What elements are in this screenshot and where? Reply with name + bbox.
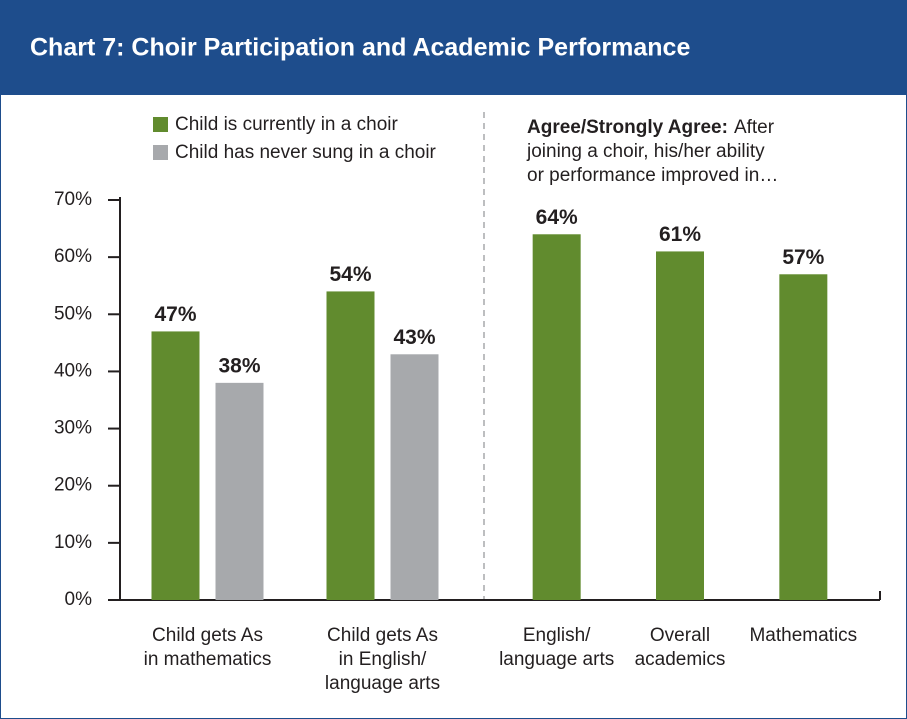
x-tick-label: Child gets As — [327, 625, 438, 646]
legend-swatch — [153, 145, 168, 160]
y-tick-label: 20% — [54, 475, 92, 496]
chart-title: Chart 7: Choir Participation and Academi… — [30, 34, 690, 62]
y-tick-label: 0% — [65, 589, 93, 610]
bar — [151, 331, 200, 600]
annotation-line: After — [734, 117, 775, 138]
bar — [779, 274, 828, 600]
y-tick-label: 50% — [54, 303, 92, 324]
bar — [532, 234, 581, 601]
value-label: 47% — [154, 303, 196, 326]
annotation-line: joining a choir, his/her ability — [526, 141, 765, 162]
x-tick-label: language arts — [325, 673, 440, 694]
annotation: Agree/Strongly Agree: After joining a choi… — [526, 117, 778, 186]
legend-label: Child has never sung in a choir — [175, 142, 437, 163]
bar — [390, 354, 439, 600]
annotation-line: or performance improved in… — [527, 165, 778, 186]
annotation-bold: Agree/Strongly Agree: — [527, 117, 728, 138]
x-tick-label: Mathematics — [749, 625, 857, 646]
value-label: 54% — [329, 263, 371, 286]
value-label: 64% — [536, 206, 578, 229]
x-tick-label: academics — [635, 649, 726, 670]
header-band — [0, 0, 907, 95]
y-tick-label: 70% — [54, 189, 92, 210]
x-tick-label: English/ — [523, 625, 591, 646]
value-label: 61% — [659, 223, 701, 246]
x-tick-label: Child gets As — [152, 625, 263, 646]
legend-label: Child is currently in a choir — [175, 114, 398, 135]
x-tick-label: Overall — [650, 625, 710, 646]
bar — [656, 251, 704, 600]
value-label: 57% — [782, 246, 824, 269]
y-tick-label: 60% — [54, 246, 92, 267]
bar — [215, 382, 264, 600]
y-tick-label: 30% — [54, 418, 92, 439]
x-tick-label: in English/ — [339, 649, 427, 670]
bar — [326, 291, 375, 600]
value-label: 43% — [393, 326, 435, 349]
x-tick-label: language arts — [499, 649, 614, 670]
legend-swatch — [153, 117, 168, 132]
y-tick-label: 40% — [54, 360, 92, 381]
y-tick-label: 10% — [54, 532, 92, 553]
x-tick-label: in mathematics — [144, 649, 272, 670]
value-label: 38% — [218, 354, 260, 377]
